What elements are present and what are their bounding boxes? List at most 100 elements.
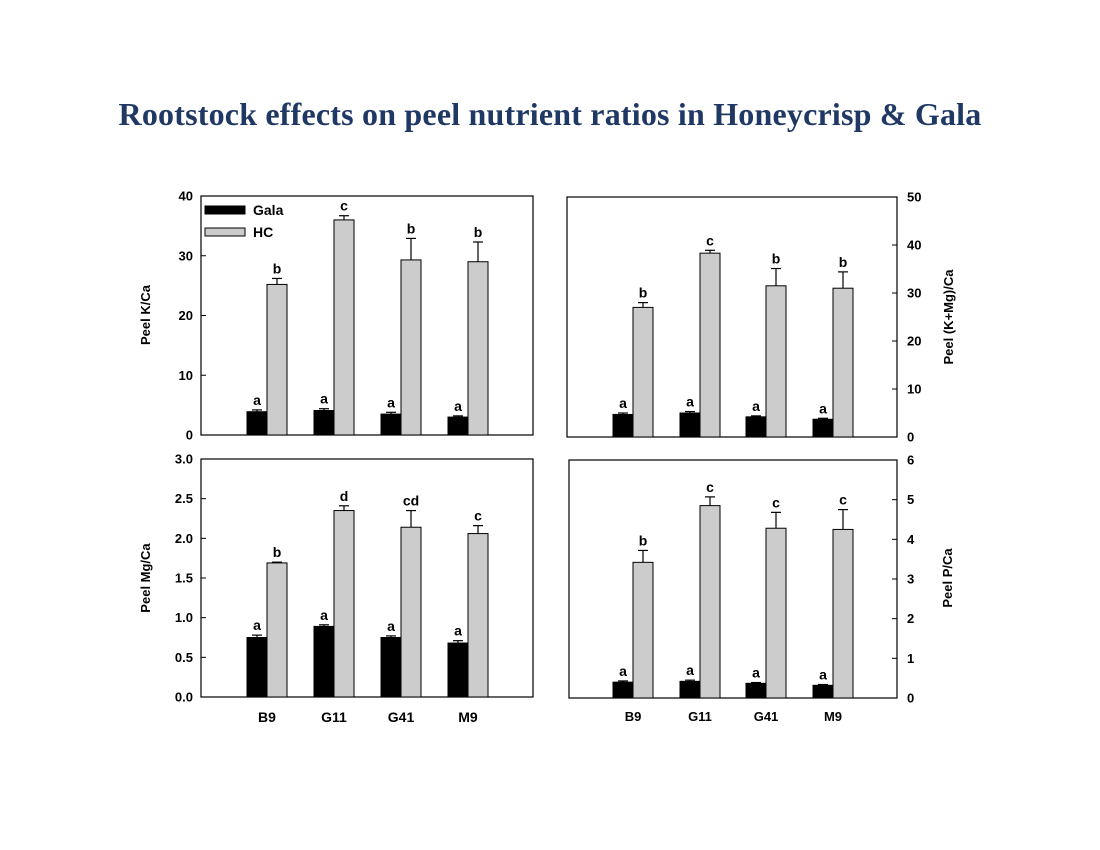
y-tick-label: 10 — [179, 368, 193, 383]
y-tick-label: 5 — [907, 492, 914, 507]
category-label: B9 — [258, 709, 276, 725]
significance-letter: a — [686, 394, 694, 410]
legend-label: HC — [253, 224, 273, 240]
bar-gala — [313, 410, 335, 436]
bar-gala — [380, 413, 402, 436]
bar-gala — [246, 411, 268, 436]
significance-letter: b — [772, 251, 781, 267]
bar-hc — [467, 533, 489, 698]
significance-letter: b — [639, 285, 648, 301]
panel-peel-k-mg-ca: 0 10 20 30 40 50 Peel (K+Mg)/Ca a a a a b c b b — [566, 190, 956, 445]
significance-letter: b — [407, 220, 416, 236]
bar-hc — [467, 261, 489, 436]
bar-gala — [745, 416, 767, 438]
significance-letter: a — [454, 398, 462, 414]
significance-letter: a — [819, 400, 827, 416]
y-tick-label: 0 — [186, 428, 193, 443]
significance-letter: a — [320, 391, 328, 407]
bar-gala — [313, 625, 335, 698]
bar-hc — [632, 561, 654, 699]
legend: Gala HC — [204, 202, 284, 240]
significance-letter: a — [619, 395, 627, 411]
y-tick-label: 0 — [907, 430, 914, 445]
y-tick-label: 3.0 — [175, 452, 193, 467]
significance-letter: c — [706, 479, 714, 495]
category-label: G11 — [321, 709, 347, 725]
y-tick-label: 2.5 — [175, 491, 193, 506]
y-axis-label: Peel K/Ca — [138, 284, 153, 345]
bar-hc — [632, 306, 654, 438]
significance-letter: a — [454, 623, 462, 639]
category-label: M9 — [458, 709, 478, 725]
significance-letter: a — [387, 394, 395, 410]
significance-letter: b — [639, 532, 648, 548]
y-tick-label: 6 — [907, 453, 914, 468]
y-tick-label: 30 — [179, 248, 193, 263]
panel-peel-p-ca: 0 1 2 3 4 5 6 Peel P/Ca a a a a b c c c B9 G11 G41 M9 — [568, 453, 955, 724]
category-label: G11 — [688, 709, 712, 724]
significance-letter: b — [273, 260, 282, 276]
y-tick-label: 1 — [907, 651, 914, 666]
bar-hc — [832, 528, 854, 699]
significance-letter: a — [253, 392, 261, 408]
category-label: M9 — [824, 709, 842, 724]
significance-letter: b — [474, 224, 483, 240]
bar-hc — [400, 259, 422, 436]
significance-letter: c — [772, 494, 780, 510]
category-label: G41 — [388, 709, 415, 725]
bar-hc — [765, 285, 787, 438]
bar-gala — [246, 637, 268, 698]
y-tick-label: 1.0 — [175, 610, 193, 625]
y-tick-label: 50 — [907, 190, 921, 205]
bar-hc — [765, 527, 787, 699]
significance-letter: d — [340, 488, 349, 504]
panel-peel-mg-ca: 0.0 0.5 1.0 1.5 2.0 2.5 3.0 Peel Mg/Ca a a a a b d cd c… — [138, 452, 534, 725]
y-axis-label: Peel (K+Mg)/Ca — [941, 269, 956, 365]
y-tick-label: 40 — [179, 189, 193, 204]
y-tick-label: 2.0 — [175, 531, 193, 546]
significance-letter: a — [819, 667, 827, 683]
y-tick-label: 2 — [907, 611, 914, 626]
y-axis-label: Peel Mg/Ca — [138, 543, 153, 613]
category-label: G41 — [754, 709, 779, 724]
y-tick-label: 4 — [907, 532, 915, 547]
significance-letter: c — [839, 492, 847, 508]
bar-hc — [266, 283, 288, 436]
bar-gala — [447, 642, 469, 698]
bar-gala — [812, 418, 834, 438]
y-tick-label: 0 — [907, 691, 914, 706]
y-tick-label: 30 — [907, 286, 921, 301]
significance-letter: a — [752, 665, 760, 681]
bar-hc — [699, 252, 721, 438]
bar-hc — [400, 526, 422, 698]
significance-letter: b — [839, 254, 848, 270]
significance-letter: a — [752, 398, 760, 414]
significance-letter: a — [686, 662, 694, 678]
significance-letter: a — [320, 607, 328, 623]
bar-hc — [266, 562, 288, 698]
y-tick-label: 1.5 — [175, 571, 193, 586]
significance-letter: a — [619, 663, 627, 679]
bar-gala — [447, 416, 469, 436]
significance-letter: a — [387, 618, 395, 634]
panel-peel-k-ca: 0 10 20 30 40 Peel K/Ca a a a a b c b b Gala HC — [138, 189, 534, 443]
bar-hc — [333, 510, 355, 698]
bar-hc — [699, 505, 721, 699]
y-tick-label: 20 — [907, 334, 921, 349]
y-tick-label: 0.0 — [175, 690, 193, 705]
bar-gala — [745, 682, 767, 699]
y-tick-label: 40 — [907, 238, 921, 253]
bar-gala — [679, 680, 701, 699]
y-axis-label: Peel P/Ca — [940, 548, 955, 608]
bar-hc — [832, 287, 854, 438]
significance-letter: cd — [403, 493, 419, 509]
significance-letter: c — [340, 198, 348, 214]
significance-letter: a — [253, 617, 261, 633]
category-label: B9 — [625, 709, 642, 724]
legend-label: Gala — [253, 202, 284, 218]
bar-gala — [380, 637, 402, 698]
significance-letter: c — [706, 232, 714, 248]
significance-letter: c — [474, 508, 482, 524]
legend-swatch — [204, 227, 246, 237]
